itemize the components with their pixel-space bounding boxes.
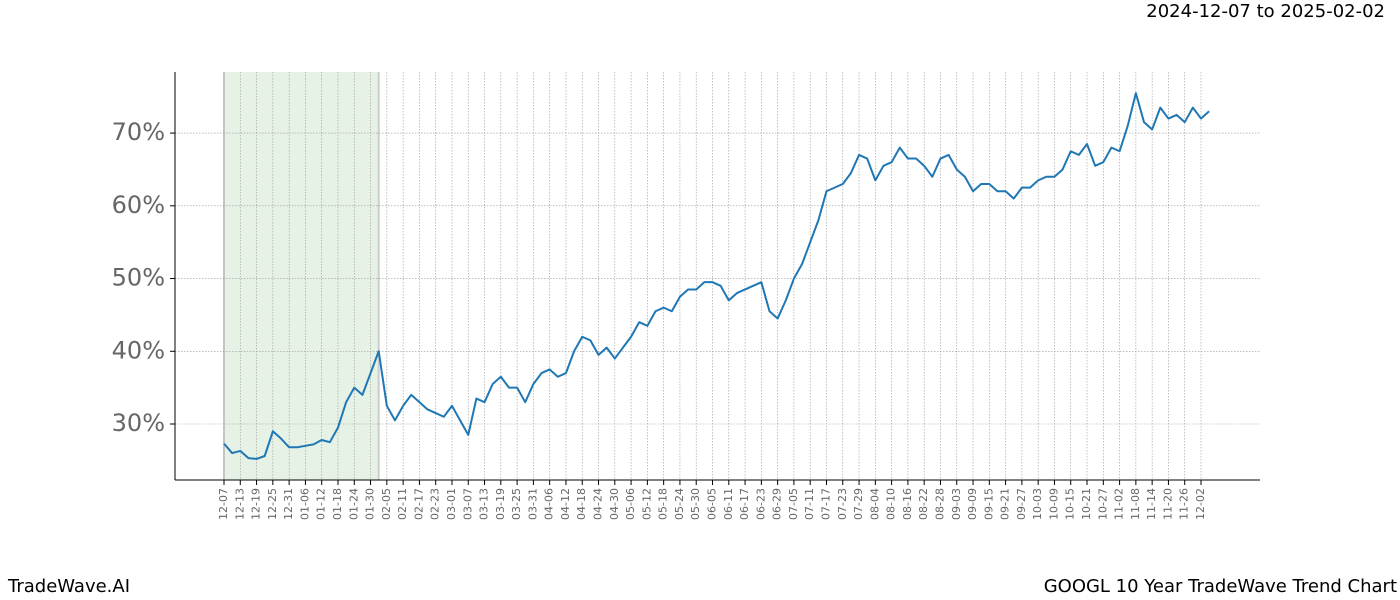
x-tick-label: 06-05 xyxy=(706,488,719,520)
x-tick-label: 01-24 xyxy=(347,488,360,520)
x-tick-label: 10-27 xyxy=(1096,488,1109,520)
x-tick-label: 09-15 xyxy=(982,488,995,520)
x-tick-label: 10-03 xyxy=(1031,488,1044,520)
x-tick-label: 02-17 xyxy=(412,488,425,520)
x-tick-label: 01-12 xyxy=(315,488,328,520)
x-tick-label: 08-10 xyxy=(885,488,898,520)
x-tick-label: 04-18 xyxy=(575,488,588,520)
x-tick-label: 12-02 xyxy=(1194,488,1207,520)
x-tick-label: 07-05 xyxy=(787,488,800,520)
x-tick-label: 10-15 xyxy=(1064,488,1077,520)
x-tick-label: 09-21 xyxy=(999,488,1012,520)
x-tick-label: 11-08 xyxy=(1129,488,1142,520)
x-tick-label: 12-25 xyxy=(266,488,279,520)
x-tick-label: 07-23 xyxy=(836,488,849,520)
x-tick-label: 02-05 xyxy=(380,488,393,520)
x-tick-label: 12-19 xyxy=(250,488,263,520)
x-tick-label: 06-17 xyxy=(738,488,751,520)
x-tick-label: 08-16 xyxy=(901,488,914,520)
y-tick-label: 60% xyxy=(112,191,165,219)
x-tick-label: 06-23 xyxy=(754,488,767,520)
x-tick-label: 05-30 xyxy=(689,488,702,520)
x-tick-label: 04-12 xyxy=(559,488,572,520)
x-tick-label: 01-18 xyxy=(331,488,344,520)
highlight-region xyxy=(224,72,379,480)
x-tick-label: 11-20 xyxy=(1161,488,1174,520)
x-tick-label: 02-23 xyxy=(429,488,442,520)
x-tick-label: 01-30 xyxy=(364,488,377,520)
trend-line xyxy=(223,92,1210,460)
x-tick-label: 07-11 xyxy=(803,488,816,520)
x-tick-label: 04-06 xyxy=(543,488,556,520)
x-tick-label: 06-11 xyxy=(722,488,735,520)
x-tick-label: 12-07 xyxy=(217,488,230,520)
x-tick-label: 12-31 xyxy=(282,488,295,520)
x-tick-label: 05-18 xyxy=(657,488,670,520)
x-tick-label: 11-26 xyxy=(1178,488,1191,520)
x-tick-label: 09-09 xyxy=(966,488,979,520)
x-tick-label: 03-19 xyxy=(494,488,507,520)
x-tick-label: 07-17 xyxy=(819,488,832,520)
brand: TradeWave.AI xyxy=(7,576,130,597)
x-tick-label: 03-13 xyxy=(478,488,491,520)
x-tick-label: 11-02 xyxy=(1113,488,1126,520)
date-range: 2024-12-07 to 2025-02-02 xyxy=(1146,1,1385,22)
y-tick-label: 30% xyxy=(112,409,165,437)
x-tick-label: 02-11 xyxy=(396,488,409,520)
x-tick-label: 10-09 xyxy=(1047,488,1060,520)
x-tick-label: 08-04 xyxy=(868,488,881,520)
x-tick-label: 12-13 xyxy=(233,488,246,520)
x-tick-label: 03-25 xyxy=(510,488,523,520)
y-tick-label: 50% xyxy=(112,264,165,292)
x-tick-label: 05-12 xyxy=(640,488,653,520)
x-tick-label: 04-30 xyxy=(608,488,621,520)
x-tick-label: 03-01 xyxy=(445,488,458,520)
x-tick-label: 08-28 xyxy=(933,488,946,520)
y-tick-label: 70% xyxy=(112,118,165,146)
x-tick-label: 03-31 xyxy=(526,488,539,520)
x-tick-label: 10-21 xyxy=(1080,488,1093,520)
y-tick-label: 40% xyxy=(112,336,165,364)
x-tick-label: 05-06 xyxy=(624,488,637,520)
x-tick-label: 08-22 xyxy=(917,488,930,520)
chart-title: GOOGL 10 Year TradeWave Trend Chart xyxy=(1044,576,1397,597)
x-tick-label: 11-14 xyxy=(1145,488,1158,520)
x-tick-label: 04-24 xyxy=(592,488,605,520)
x-tick-label: 09-27 xyxy=(1015,488,1028,520)
x-tick-label: 01-06 xyxy=(298,488,311,520)
x-tick-label: 03-07 xyxy=(461,488,474,520)
x-tick-label: 05-24 xyxy=(673,488,686,520)
x-tick-label: 06-29 xyxy=(771,488,784,520)
x-tick-label: 09-03 xyxy=(950,488,963,520)
x-tick-label: 07-29 xyxy=(852,488,865,520)
